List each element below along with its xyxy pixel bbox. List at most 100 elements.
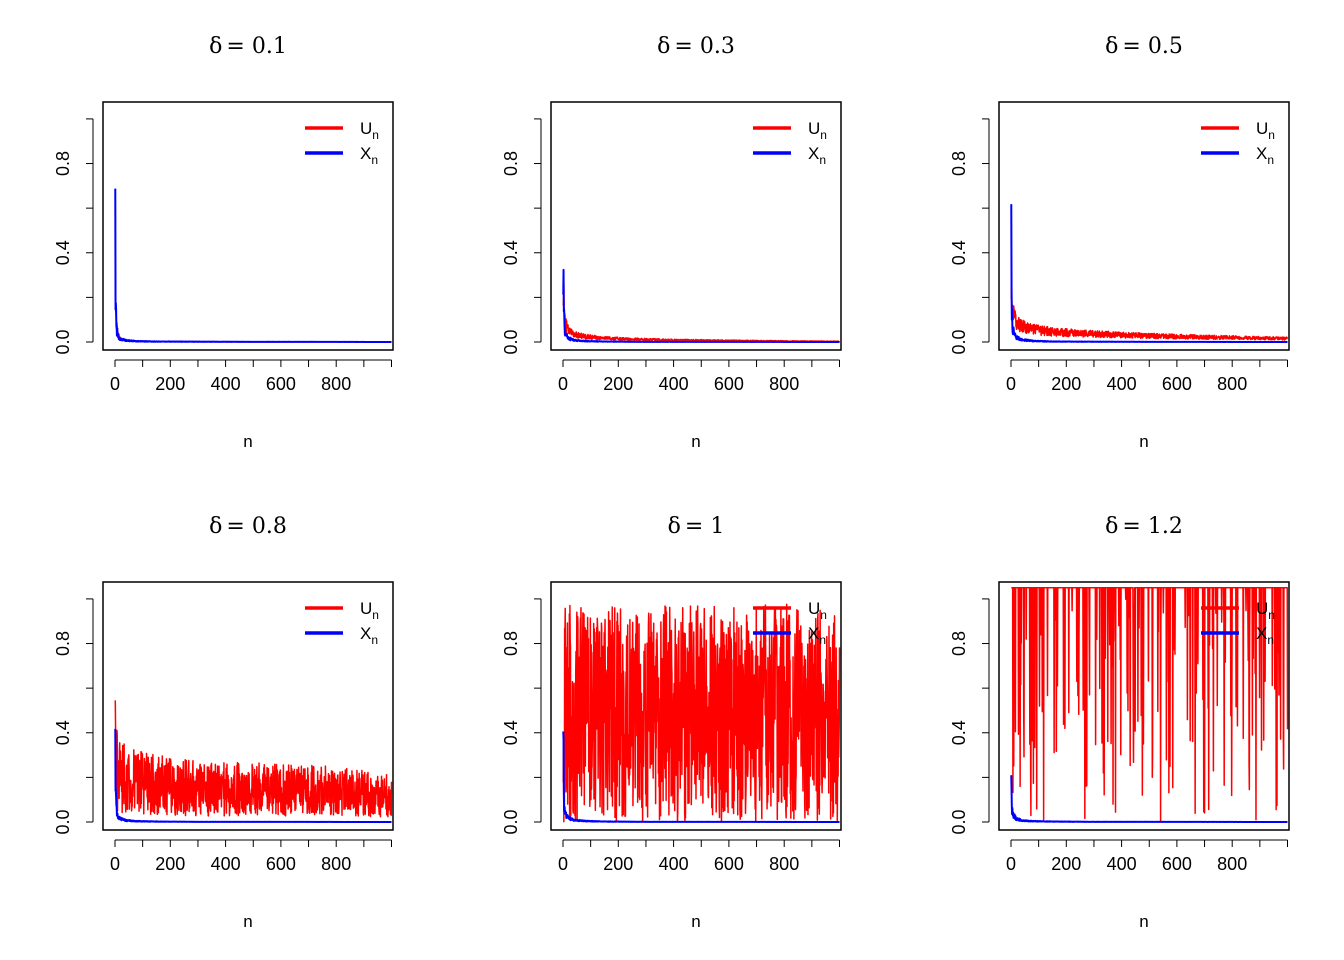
- series-u-line: [114, 272, 392, 343]
- y-tick-label: 0.0: [53, 809, 73, 834]
- legend-subscript: n: [1267, 633, 1274, 647]
- y-tick-label: 0.4: [53, 240, 73, 265]
- title-symbol: δ: [209, 34, 222, 59]
- x-tick-label: 400: [1107, 374, 1137, 394]
- legend-symbol: X: [360, 624, 371, 643]
- y-tick-label: 0.0: [949, 809, 969, 834]
- y-tick-label: 0.0: [53, 329, 73, 354]
- title-value: = 1: [685, 514, 724, 539]
- legend-u-label: Un: [1256, 599, 1275, 622]
- x-tick-label: 800: [1217, 374, 1247, 394]
- x-tick-label: 200: [603, 854, 633, 874]
- y-tick-label: 0.4: [949, 720, 969, 745]
- series-x-line: [114, 188, 393, 343]
- y-tick-label: 0.4: [53, 720, 73, 745]
- legend-u-label: Un: [360, 599, 379, 622]
- series-traces: [114, 700, 393, 823]
- title-symbol: δ: [1105, 34, 1118, 59]
- title-value: = 0.8: [226, 514, 286, 539]
- plot-frame: [550, 101, 842, 351]
- y-tick-label: 0.8: [949, 631, 969, 656]
- series-traces: [562, 603, 841, 823]
- x-tick-label: 400: [211, 374, 241, 394]
- x-axis-label: n: [691, 432, 700, 451]
- legend-subscript: n: [820, 128, 827, 142]
- title-symbol: δ: [1105, 514, 1118, 539]
- y-tick-label: 0.4: [949, 240, 969, 265]
- x-tick-label: 200: [155, 854, 185, 874]
- title-symbol: δ: [668, 514, 681, 539]
- x-tick-label: 800: [769, 374, 799, 394]
- plot-frame: [998, 101, 1290, 351]
- y-tick-label: 0.0: [501, 329, 521, 354]
- plot-frame: [102, 101, 394, 351]
- series-x-line: [562, 731, 841, 823]
- y-tick-label: 0.0: [949, 329, 969, 354]
- series-x-line: [114, 728, 393, 823]
- series-u-line: [562, 283, 841, 343]
- legend-subscript: n: [371, 633, 378, 647]
- series-u-line: [1010, 587, 1289, 823]
- x-tick-label: 600: [266, 374, 296, 394]
- legend-x-label: Xn: [1256, 624, 1274, 647]
- legend-x-label: Xn: [808, 624, 826, 647]
- legend-symbol: U: [1256, 119, 1268, 138]
- series-x-line: [1010, 204, 1289, 343]
- legend-symbol: U: [1256, 599, 1268, 618]
- x-axis-label: n: [1139, 432, 1148, 451]
- x-tick-label: 200: [1051, 854, 1081, 874]
- x-tick-label: 400: [1107, 854, 1137, 874]
- legend-symbol: X: [808, 144, 819, 163]
- series-traces: [1010, 587, 1289, 823]
- plot-frame: [998, 581, 1290, 831]
- plot-frame: [550, 581, 842, 831]
- series-u-line: [1010, 282, 1289, 341]
- series-u-line: [114, 700, 393, 818]
- legend-symbol: U: [808, 599, 820, 618]
- x-tick-label: 600: [1162, 854, 1192, 874]
- panel-title: δ = 0.5: [1105, 34, 1183, 59]
- x-tick-label: 0: [558, 854, 568, 874]
- series-traces: [114, 188, 393, 343]
- legend-subscript: n: [1268, 128, 1275, 142]
- x-tick-label: 0: [110, 374, 120, 394]
- panel-title: δ = 0.3: [657, 34, 735, 59]
- plot-frame: [102, 581, 394, 831]
- panel-title: δ = 0.8: [209, 514, 287, 539]
- y-tick-label: 0.4: [501, 240, 521, 265]
- legend-x-label: Xn: [1256, 144, 1274, 167]
- y-tick-label: 0.0: [501, 809, 521, 834]
- x-axis-label: n: [243, 912, 252, 931]
- y-tick-label: 0.8: [501, 151, 521, 176]
- legend-subscript: n: [372, 128, 379, 142]
- legend-subscript: n: [1268, 608, 1275, 622]
- y-tick-label: 0.8: [501, 631, 521, 656]
- x-tick-label: 0: [1006, 854, 1016, 874]
- x-tick-label: 600: [714, 854, 744, 874]
- series-traces: [1010, 204, 1289, 343]
- x-tick-label: 400: [659, 374, 689, 394]
- panel-title: δ = 1: [668, 514, 725, 539]
- y-tick-label: 0.8: [53, 631, 73, 656]
- legend-symbol: U: [808, 119, 820, 138]
- x-axis-label: n: [1139, 912, 1148, 931]
- x-tick-label: 600: [266, 854, 296, 874]
- x-tick-label: 600: [1162, 374, 1192, 394]
- series-x-line: [562, 268, 841, 343]
- x-tick-label: 0: [1006, 374, 1016, 394]
- y-tick-label: 0.8: [53, 151, 73, 176]
- legend-symbol: U: [360, 599, 372, 618]
- x-tick-label: 800: [1217, 854, 1247, 874]
- title-value: = 1.2: [1122, 514, 1182, 539]
- legend-symbol: X: [1256, 624, 1267, 643]
- series-u-line: [562, 603, 841, 823]
- x-tick-label: 0: [558, 374, 568, 394]
- x-tick-label: 800: [321, 854, 351, 874]
- y-tick-label: 0.8: [949, 151, 969, 176]
